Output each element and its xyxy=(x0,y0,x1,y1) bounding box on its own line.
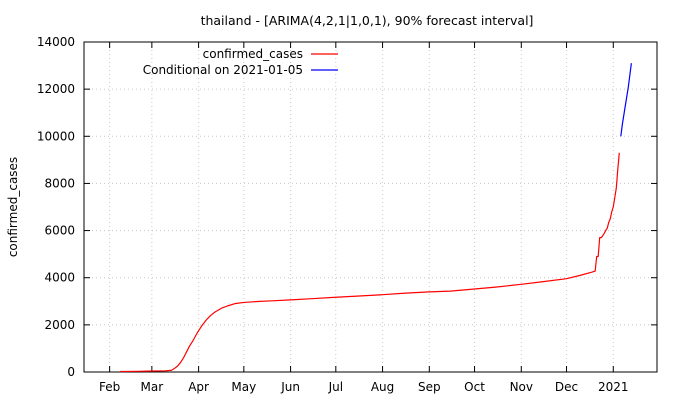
y-tick-label: 2000 xyxy=(44,318,75,332)
tick-layer: 0 2000 4000 6000 8000 10000 12000 14000 Feb Mar Ap… xyxy=(37,35,657,394)
y-tick-label: 0 xyxy=(67,365,75,379)
y-tick-label: 14000 xyxy=(37,35,75,49)
x-tick-label: Feb xyxy=(99,380,120,394)
x-tick-label: Dec xyxy=(555,380,578,394)
x-tick-label: 2021 xyxy=(598,380,629,394)
legend-label: Conditional on 2021-01-05 xyxy=(143,63,303,77)
y-tick-label: 12000 xyxy=(37,82,75,96)
chart-title: thailand - [ARIMA(4,2,1|1,0,1), 90% fore… xyxy=(201,13,534,28)
y-tick-label: 8000 xyxy=(44,176,75,190)
series-line-confirmed-cases xyxy=(120,152,620,373)
series-layer xyxy=(120,63,632,373)
y-tick-label: 6000 xyxy=(44,224,75,238)
y-tick-label: 4000 xyxy=(44,271,75,285)
legend-label: confirmed_cases xyxy=(203,47,303,61)
legend: confirmed_cases Conditional on 2021-01-05 xyxy=(143,47,338,77)
y-tick-label: 10000 xyxy=(37,129,75,143)
x-tick-label: Nov xyxy=(510,380,533,394)
grid-layer xyxy=(84,42,657,372)
x-tick-label: Apr xyxy=(188,380,209,394)
x-tick-label: Aug xyxy=(371,380,394,394)
x-tick-label: Jul xyxy=(328,380,343,394)
x-tick-label: Jun xyxy=(280,380,300,394)
x-tick-label: Oct xyxy=(464,380,485,394)
y-axis-label: confirmed_cases xyxy=(6,157,20,257)
series-line-conditional-forecast xyxy=(620,63,632,137)
plot-frame xyxy=(83,41,658,373)
x-tick-label: Sep xyxy=(418,380,441,394)
x-tick-label: May xyxy=(231,380,256,394)
x-tick-label: Mar xyxy=(141,380,164,394)
